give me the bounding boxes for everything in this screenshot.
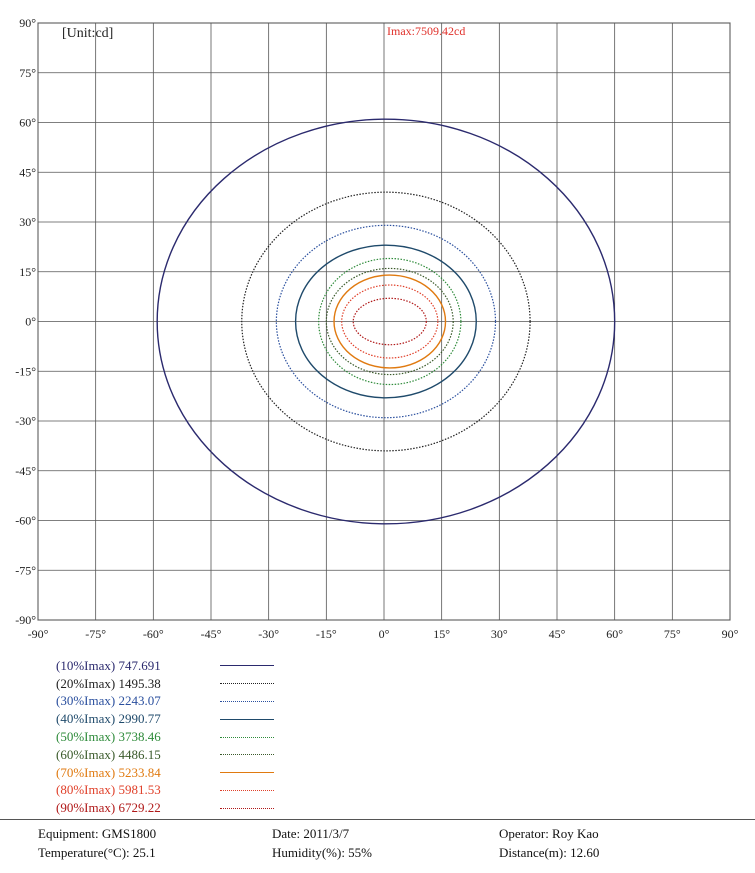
contour-30pct [275, 224, 497, 419]
legend-swatch [220, 718, 274, 720]
x-tick-label: -90° [28, 627, 49, 641]
contour-20pct [241, 191, 531, 452]
legend-swatch [220, 683, 274, 685]
operator-text: Operator: Roy Kao [499, 826, 599, 841]
legend-item: (70%Imax) 5233.84 [56, 764, 296, 782]
contour-50pct [318, 257, 462, 386]
x-tick-label: -60° [143, 627, 164, 641]
grid [37, 22, 731, 621]
contour-10pct [156, 118, 616, 525]
legend-label: (60%Imax) 4486.15 [56, 746, 161, 762]
y-tick-label: -45° [15, 464, 36, 478]
y-tick-label: 75° [19, 66, 36, 80]
imax-label: Imax:7509.42cd [387, 24, 465, 38]
humidity-text: Humidity(%): 55% [272, 845, 373, 860]
legend-label: (40%Imax) 2990.77 [56, 711, 161, 727]
date-text: Date: 2011/3/7 [272, 826, 350, 841]
footer: Equipment: GMS1800 Date: 2011/3/7 Operat… [0, 819, 755, 860]
x-tick-label: -15° [316, 627, 337, 641]
contour-70pct [333, 274, 447, 369]
x-tick-label: 0° [379, 627, 390, 641]
y-tick-label: 90° [19, 16, 36, 30]
x-tick-label: 60° [606, 627, 623, 641]
legend-label: (20%Imax) 1495.38 [56, 675, 161, 691]
legend-swatch [220, 789, 274, 791]
legend-label: (80%Imax) 5981.53 [56, 782, 161, 798]
contour-90pct [352, 297, 427, 346]
legend-item: (30%Imax) 2243.07 [56, 693, 296, 711]
unit-label: [Unit:cd] [62, 26, 113, 41]
y-tick-label: 60° [19, 116, 36, 130]
y-tick-label: 0° [25, 315, 36, 329]
legend-item: (50%Imax) 3738.46 [56, 728, 296, 746]
x-tick-label: 15° [433, 627, 450, 641]
y-tick-label: -90° [15, 613, 36, 627]
x-tick-label: 30° [491, 627, 508, 641]
y-tick-label: 15° [19, 265, 36, 279]
x-tick-label: 45° [549, 627, 566, 641]
legend-swatch [220, 754, 274, 756]
contour-40pct [294, 244, 477, 399]
x-tick-label: 90° [722, 627, 739, 641]
legend-item: (10%Imax) 747.691 [56, 657, 296, 675]
legend-item: (40%Imax) 2990.77 [56, 710, 296, 728]
legend-item: (60%Imax) 4486.15 [56, 746, 296, 764]
contour-80pct [341, 284, 439, 359]
legend-label: (90%Imax) 6729.22 [56, 800, 161, 816]
distance-text: Distance(m): 12.60 [499, 845, 600, 860]
y-tick-label: -15° [15, 364, 36, 378]
contour-layer [156, 118, 616, 525]
legend: (10%Imax) 747.691 (20%Imax) 1495.38 (30%Im… [56, 657, 296, 817]
equipment-text: Equipment: GMS1800 [38, 826, 157, 841]
y-tick-label: -60° [15, 514, 36, 528]
legend-swatch [220, 700, 274, 702]
contour-60pct [325, 267, 454, 376]
legend-label: (70%Imax) 5233.84 [56, 764, 161, 780]
legend-label: (30%Imax) 2243.07 [56, 693, 161, 709]
y-tick-label: -75° [15, 563, 36, 577]
legend-swatch [220, 736, 274, 738]
legend-label: (50%Imax) 3738.46 [56, 729, 161, 745]
y-tick-label: 30° [19, 215, 36, 229]
y-tick-label: 45° [19, 165, 36, 179]
legend-label: (10%Imax) 747.691 [56, 657, 161, 673]
temperature-text: Temperature(°C): 25.1 [38, 845, 156, 860]
legend-item: (20%Imax) 1495.38 [56, 675, 296, 693]
x-tick-label: -75° [85, 627, 106, 641]
legend-swatch [220, 665, 274, 667]
x-tick-label: 75° [664, 627, 681, 641]
legend-item: (80%Imax) 5981.53 [56, 782, 296, 800]
x-tick-label: -30° [258, 627, 279, 641]
legend-item: (90%Imax) 6729.22 [56, 799, 296, 817]
tick-labels: -90° -75° -60° -45° -30° -15° 0° 15° 30° 45° 60° 75… [15, 16, 738, 641]
legend-swatch [220, 772, 274, 774]
y-tick-label: -30° [15, 414, 36, 428]
x-tick-label: -45° [201, 627, 222, 641]
legend-swatch [220, 807, 274, 809]
